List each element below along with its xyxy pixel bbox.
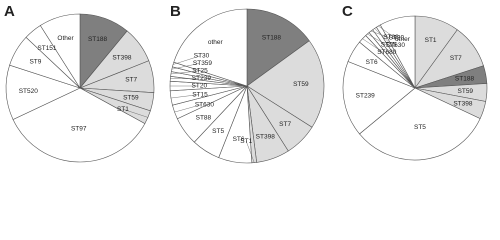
pie-slice — [359, 87, 481, 161]
slice-label: ST15 — [192, 91, 208, 98]
pie-slice — [12, 87, 146, 163]
slice-label: ST1 — [240, 138, 252, 145]
slice-label: ST9 — [29, 58, 41, 65]
slice-label: ST5 — [212, 128, 224, 135]
slice-label: ST680 — [377, 49, 397, 56]
slice-label: ST398 — [256, 133, 276, 140]
slice-label: Other — [57, 35, 74, 42]
leader-line — [171, 63, 199, 70]
panel-label: B — [170, 3, 181, 20]
pie-slice — [246, 40, 325, 128]
leader-line — [367, 33, 387, 46]
panel-label: C — [342, 3, 353, 20]
panel-label: A — [4, 3, 15, 20]
pie-slice — [246, 8, 310, 87]
slice-label: ST188 — [262, 35, 282, 42]
slice-label: ST5 — [414, 124, 426, 131]
leader-line — [374, 28, 393, 46]
slice-label: ST88 — [383, 34, 399, 41]
slice-label: ST20 — [192, 83, 208, 90]
slice-label: ST239 — [356, 93, 376, 100]
slice-label: ST398 — [453, 100, 473, 107]
slice-label: ST1 — [425, 37, 437, 44]
slice-label: ST59 — [293, 81, 309, 88]
leader-line — [170, 94, 199, 99]
slice-label: other — [395, 36, 411, 43]
pie-slice — [39, 13, 81, 90]
slice-label: ST188 — [455, 75, 475, 82]
slice-label: other — [208, 39, 224, 46]
slice-label: ST630 — [195, 101, 215, 108]
slice-label: ST630 — [386, 42, 406, 49]
leader-line — [174, 104, 201, 113]
slice-label: ST59 — [458, 88, 474, 95]
slice-label: ST7 — [450, 55, 462, 62]
pie-slice — [379, 15, 416, 89]
leader-line — [378, 25, 395, 38]
leader-line — [172, 55, 200, 65]
slice-label: ST97 — [71, 125, 87, 132]
leader-line — [122, 108, 148, 118]
pie-slice — [342, 61, 416, 135]
slice-label: ST7 — [279, 121, 291, 128]
slice-label: ST239 — [192, 75, 212, 82]
slice-label: ST15 — [381, 42, 397, 49]
pie-slice — [173, 8, 248, 87]
slice-label: ST88 — [196, 114, 212, 121]
slice-label: ST188 — [88, 36, 108, 43]
figure: AST188ST398ST7ST59ST1ST97ST520ST9ST151Ot… — [4, 3, 488, 164]
leader-line — [362, 38, 384, 53]
leader-line — [170, 70, 199, 75]
slice-label: ST1 — [117, 106, 129, 113]
slice-label: ST25 — [192, 68, 208, 75]
slice-label: ST151 — [37, 45, 57, 52]
slice-label: ST520 — [19, 88, 39, 95]
slice-label: ST359 — [193, 60, 213, 67]
leader-line — [370, 30, 390, 38]
slice-label: ST30 — [194, 53, 210, 60]
slice-label: ST6 — [233, 136, 245, 143]
slice-label: ST7 — [125, 77, 137, 84]
slice-label: ST398 — [112, 54, 132, 61]
leader-line — [246, 141, 255, 163]
slice-label: ST59 — [123, 94, 139, 101]
slice-label: ST20 — [389, 34, 405, 41]
slice-label: ST6 — [366, 59, 378, 66]
